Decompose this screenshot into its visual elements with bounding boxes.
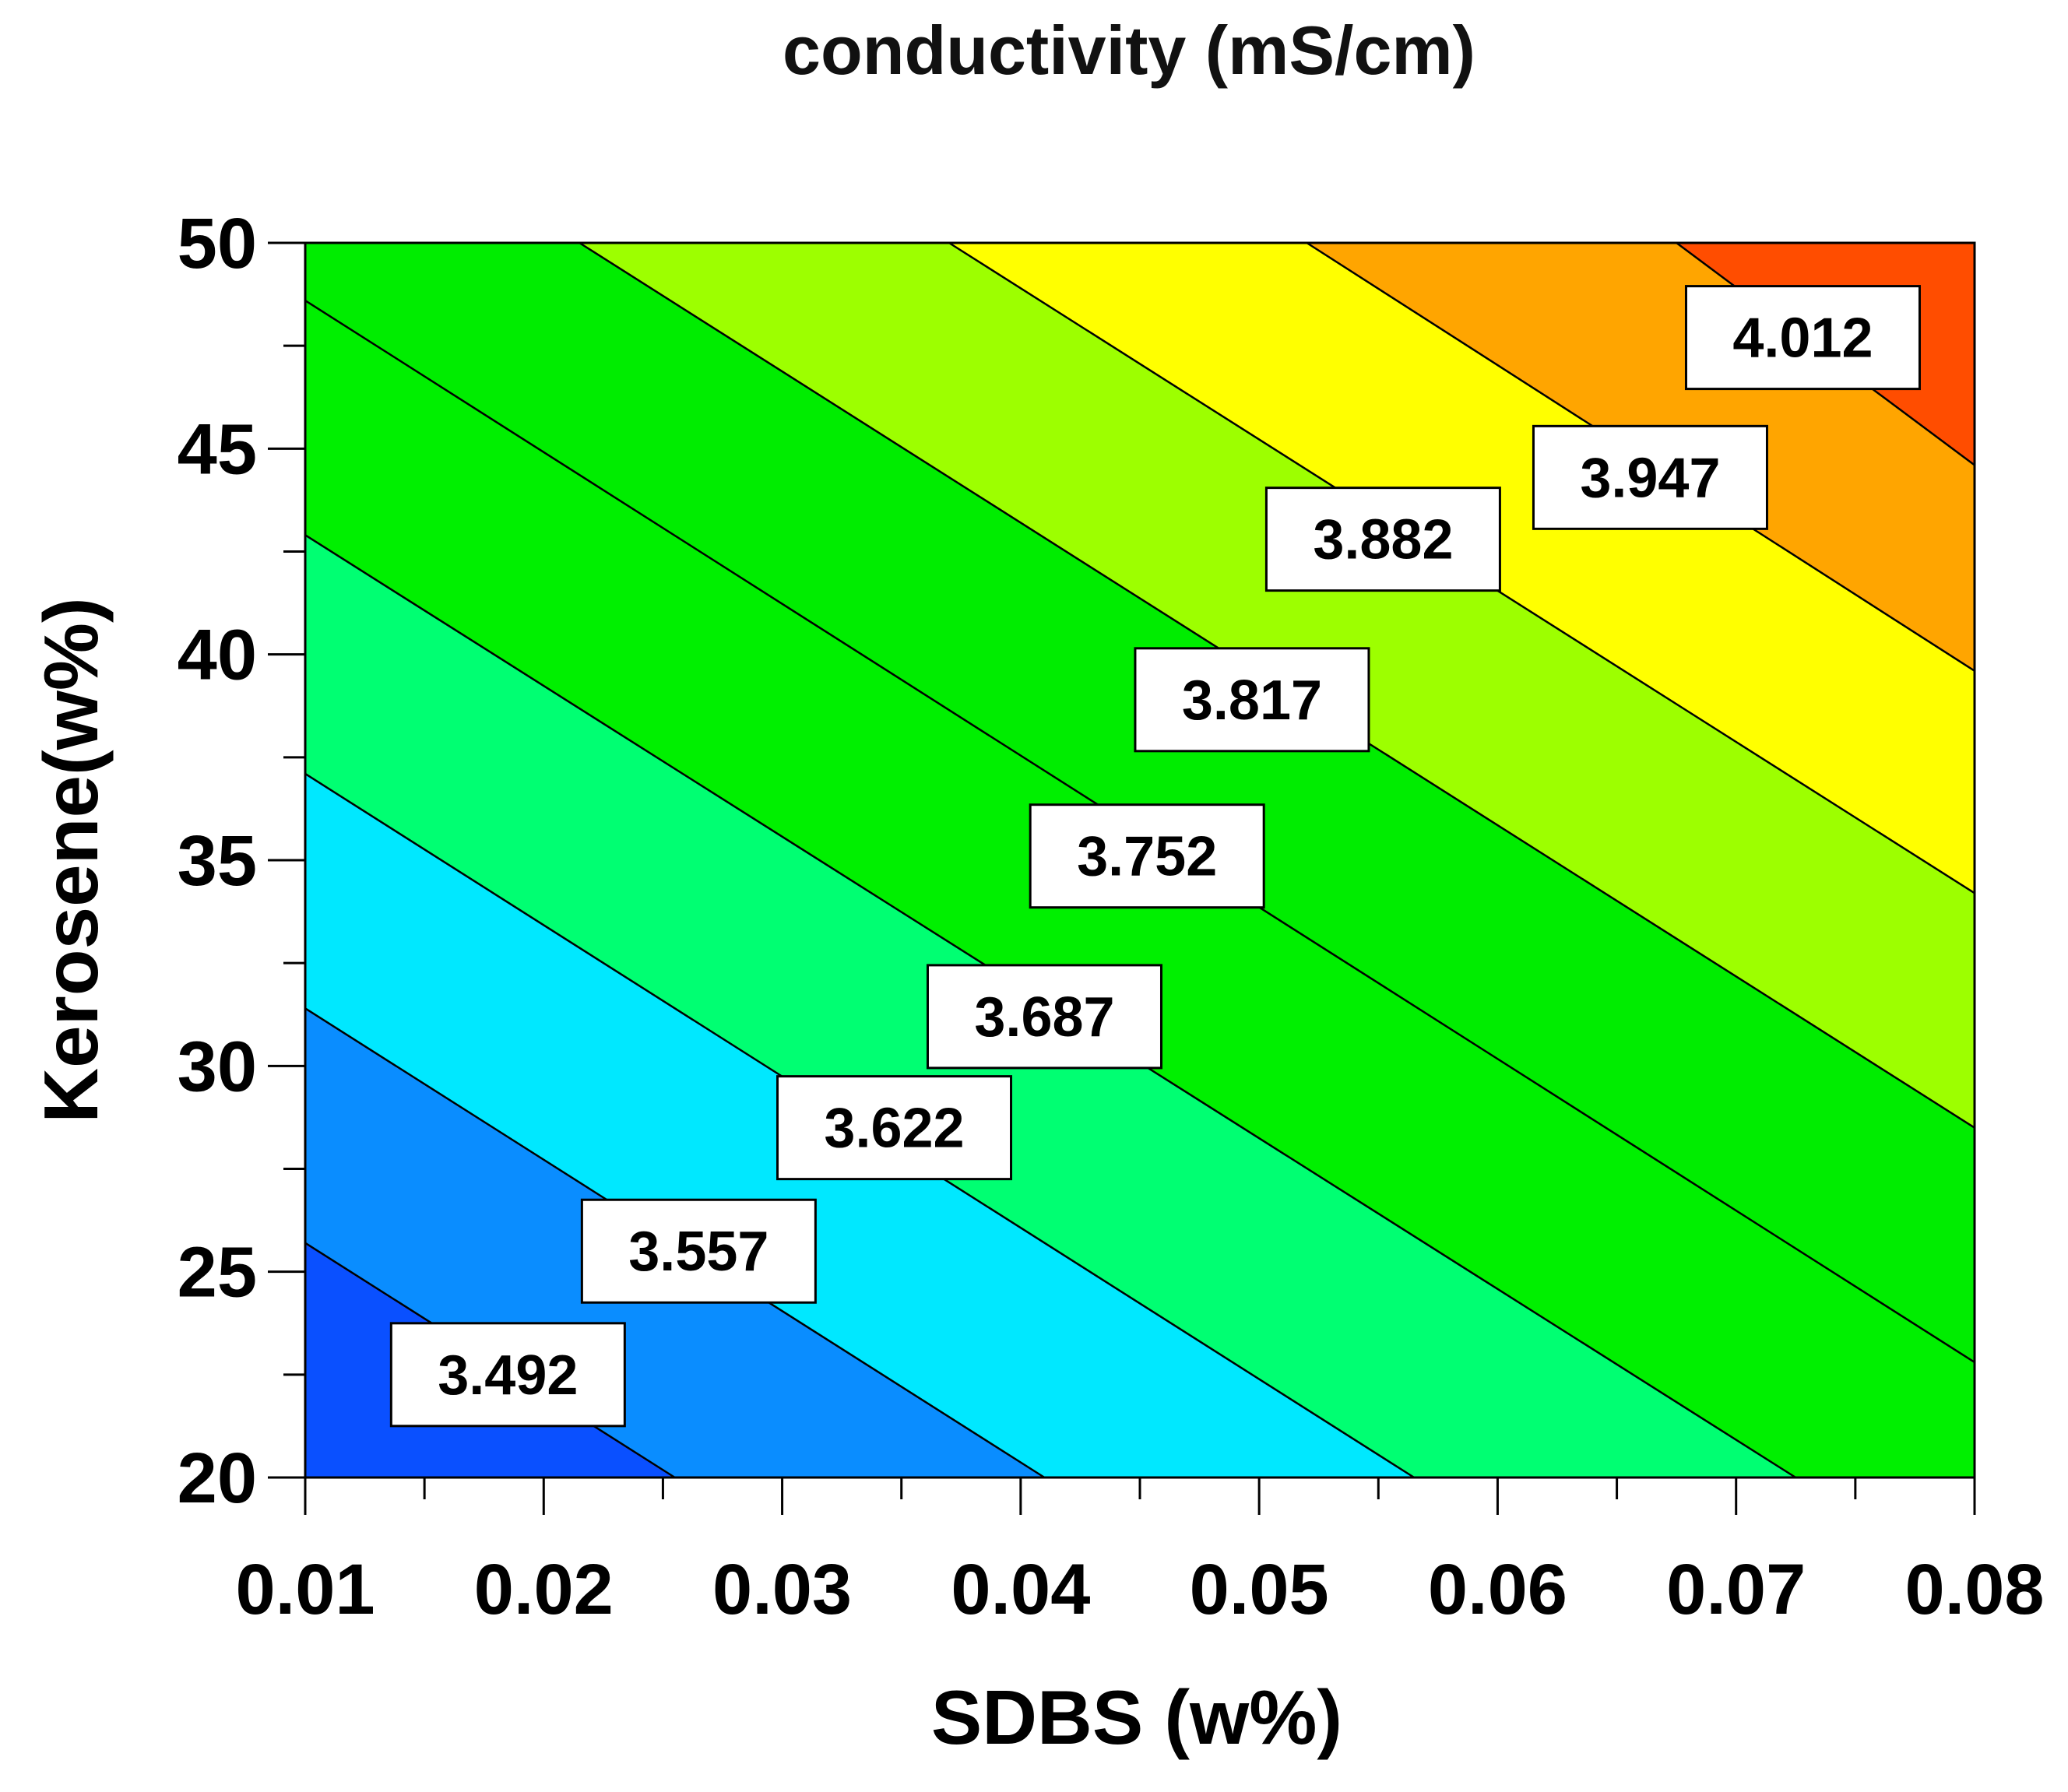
x-tick-label: 0.01 xyxy=(235,1550,375,1629)
contour-label: 4.012 xyxy=(1684,285,1921,391)
contour-label-value: 3.557 xyxy=(628,1221,768,1283)
y-tick-label: 50 xyxy=(178,204,257,283)
contour-label: 3.557 xyxy=(580,1198,817,1304)
contour-label-value: 3.947 xyxy=(1580,447,1720,509)
chart-title: conductivity (mS/cm) xyxy=(783,12,1475,89)
contour-label-value: 3.882 xyxy=(1313,509,1453,571)
x-tick-label: 0.08 xyxy=(1904,1550,2044,1629)
axis-ticks: 0.01 0.02 0.03 0.04 0.05 0.06 0.07 0.08 20 25 30 35… xyxy=(178,204,2045,1629)
contour-label-value: 3.687 xyxy=(974,986,1114,1049)
y-axis-title: Kerosene(w%) xyxy=(28,597,114,1123)
contour-label-box xyxy=(389,1322,626,1428)
x-axis-title: SDBS (w%) xyxy=(931,1674,1342,1760)
x-tick-label: 0.03 xyxy=(712,1550,852,1629)
contour-label-box xyxy=(1029,803,1265,909)
contour-label-box xyxy=(926,964,1162,1070)
contour-label-box xyxy=(580,1198,817,1304)
contour-label: 3.947 xyxy=(1532,424,1768,530)
contour-label-box xyxy=(776,1075,1013,1181)
contour-label: 3.687 xyxy=(926,964,1162,1070)
contour-label: 3.817 xyxy=(1134,647,1370,753)
contour-label-value: 3.492 xyxy=(438,1344,578,1407)
contour-label-box xyxy=(1264,487,1501,592)
y-tick-label: 45 xyxy=(178,409,257,489)
contour-label-box xyxy=(1532,424,1768,530)
contour-label: 3.492 xyxy=(389,1322,626,1428)
contour-label-value: 4.012 xyxy=(1732,307,1873,370)
y-tick-label: 30 xyxy=(178,1027,257,1106)
contour-label-value: 3.622 xyxy=(824,1098,964,1160)
contour-label: 3.882 xyxy=(1264,487,1501,592)
contour-label-value: 3.752 xyxy=(1077,826,1217,888)
contour-label: 3.622 xyxy=(776,1075,1013,1181)
contour-label-box xyxy=(1684,285,1921,391)
contour-band xyxy=(305,243,1975,1362)
x-tick-label: 0.04 xyxy=(951,1550,1090,1629)
y-tick-label: 20 xyxy=(178,1439,257,1518)
contour-label: 3.752 xyxy=(1029,803,1265,909)
y-tick-label: 35 xyxy=(178,821,257,901)
x-tick-label: 0.02 xyxy=(474,1550,614,1629)
contour-label-value: 3.817 xyxy=(1182,669,1322,732)
x-tick-label: 0.06 xyxy=(1428,1550,1567,1629)
x-tick-label: 0.07 xyxy=(1666,1550,1806,1629)
x-tick-label: 0.05 xyxy=(1190,1550,1329,1629)
y-tick-label: 25 xyxy=(178,1233,257,1312)
y-tick-label: 40 xyxy=(178,616,257,695)
contour-label-box xyxy=(1134,647,1370,753)
